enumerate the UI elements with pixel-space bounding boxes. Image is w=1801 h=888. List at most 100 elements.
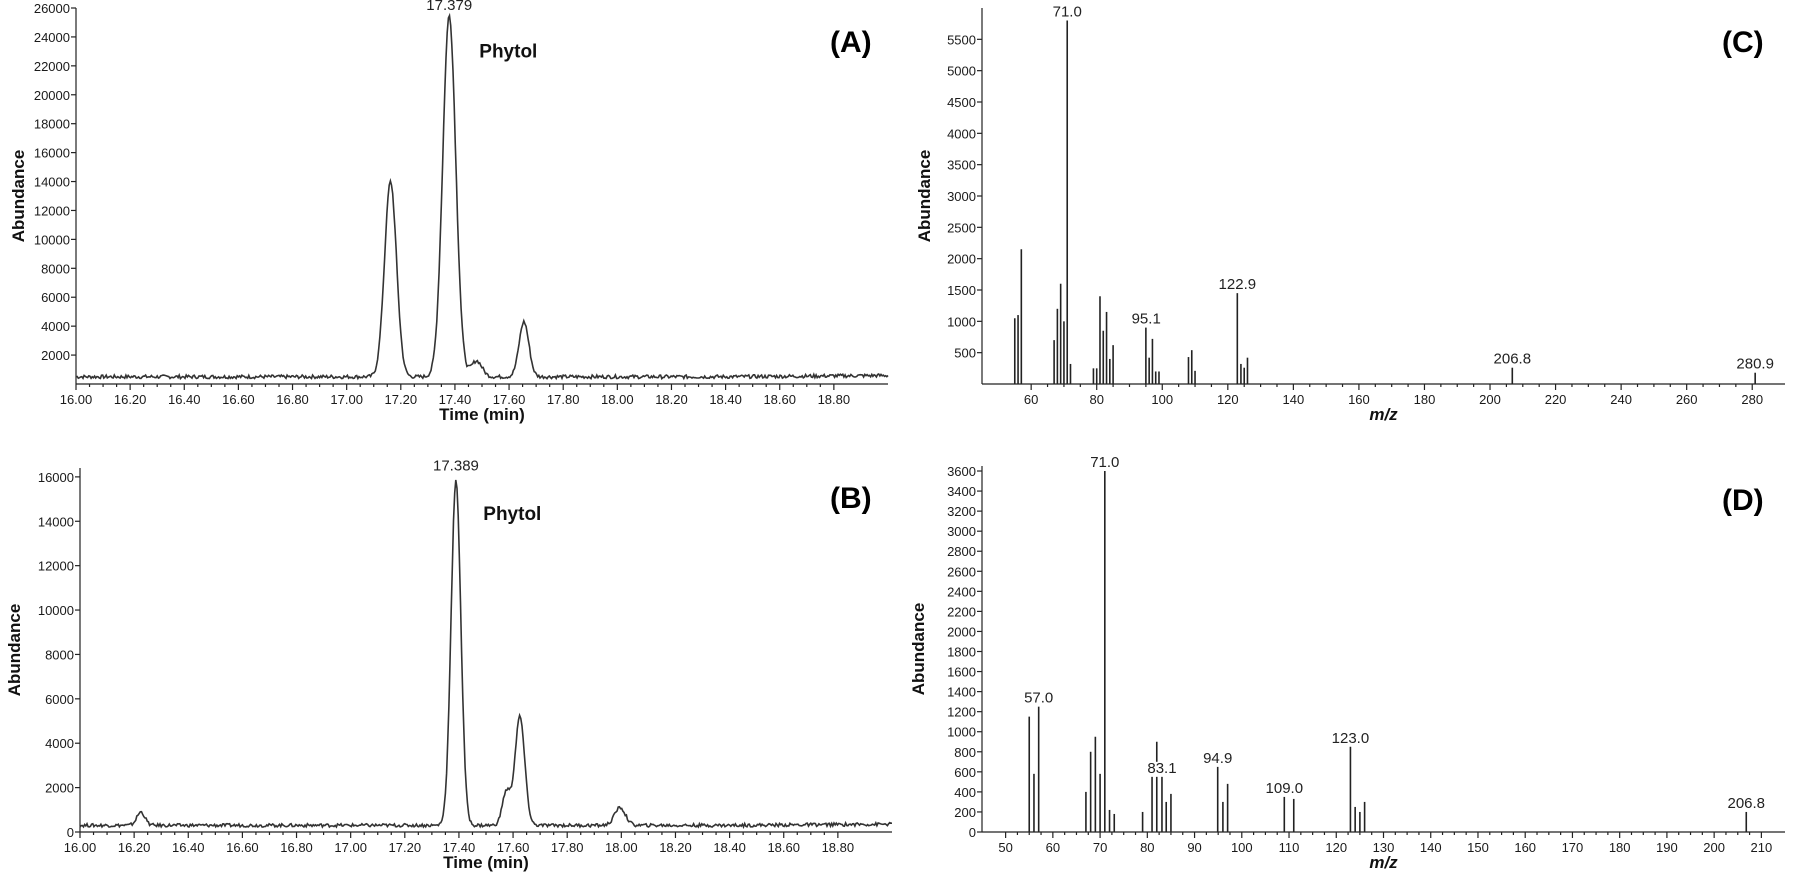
panel-d: 50 60 70 80 90 100 110 120 130 140 150 160 170 180 190… — [909, 454, 1785, 872]
x-tick-label: 200 — [1479, 392, 1501, 407]
peak-label: 206.8 — [1494, 351, 1532, 368]
x-tick-label: 90 — [1187, 840, 1201, 855]
x-tick-label: 280 — [1741, 392, 1763, 407]
x-tick-label: 18.20 — [655, 392, 688, 407]
y-tick-label: 10000 — [38, 603, 74, 618]
y-tick-label: 16000 — [38, 470, 74, 485]
x-tick-label: 18.00 — [601, 392, 634, 407]
y-axis-title: Abundance — [915, 150, 934, 243]
x-tick-label: 18.40 — [713, 840, 746, 855]
y-tick-label: 2200 — [947, 604, 976, 619]
panel-c: 60 80 100 120 140 160 180 200 220 240 260 280 500 100… — [915, 4, 1785, 424]
peak-label: 83.1 — [1147, 760, 1176, 777]
y-tick-label: 2000 — [947, 624, 976, 639]
y-tick-label: 800 — [954, 745, 976, 760]
y-tick-label: 4000 — [41, 319, 70, 334]
peak-label: 206.8 — [1727, 795, 1765, 812]
y-tick-label: 200 — [954, 805, 976, 820]
x-axis-title: Time (min) — [439, 405, 525, 424]
x-tick-label: 220 — [1545, 392, 1567, 407]
x-tick-label: 16.60 — [222, 392, 255, 407]
y-tick-label: 16000 — [34, 146, 70, 161]
y-axis-title: Abundance — [9, 150, 28, 243]
x-tick-label: 18.60 — [763, 392, 796, 407]
y-tick-label: 4000 — [45, 736, 74, 751]
y-tick-label: 1800 — [947, 645, 976, 660]
y-tick-label: 3000 — [947, 524, 976, 539]
peak-label: 17.389 — [433, 458, 479, 475]
x-tick-label: 16.80 — [276, 392, 309, 407]
y-tick-label: 2400 — [947, 584, 976, 599]
panel-label: (B) — [830, 482, 872, 515]
x-tick-label: 17.20 — [389, 840, 422, 855]
compound-label: Phytol — [483, 504, 541, 525]
y-tick-label: 6000 — [41, 290, 70, 305]
x-tick-label: 18.80 — [818, 392, 851, 407]
x-tick-label: 60 — [1046, 840, 1060, 855]
x-tick-label: 200 — [1703, 840, 1725, 855]
x-tick-label: 180 — [1609, 840, 1631, 855]
peak-label: 123.0 — [1332, 730, 1370, 747]
x-tick-label: 100 — [1151, 392, 1173, 407]
x-axis-title: m/z — [1369, 853, 1398, 872]
x-tick-label: 17.40 — [443, 840, 476, 855]
x-tick-label: 160 — [1514, 840, 1536, 855]
peak-label: 71.0 — [1090, 454, 1119, 471]
x-tick-label: 70 — [1093, 840, 1107, 855]
y-tick-label: 3200 — [947, 504, 976, 519]
x-tick-label: 100 — [1231, 840, 1253, 855]
y-axis-title: Abundance — [5, 604, 24, 697]
peak-label: 109.0 — [1266, 780, 1304, 797]
x-tick-label: 50 — [998, 840, 1012, 855]
y-tick-label: 3600 — [947, 464, 976, 479]
x-tick-label: 18.00 — [605, 840, 638, 855]
x-tick-label: 60 — [1024, 392, 1038, 407]
x-tick-label: 17.80 — [547, 392, 580, 407]
x-tick-label: 190 — [1656, 840, 1678, 855]
y-tick-label: 1400 — [947, 685, 976, 700]
y-tick-label: 3500 — [947, 158, 976, 173]
x-tick-label: 16.60 — [226, 840, 259, 855]
x-tick-label: 18.60 — [767, 840, 800, 855]
y-tick-label: 1000 — [947, 314, 976, 329]
y-tick-label: 1000 — [947, 725, 976, 740]
x-tick-label: 16.00 — [60, 392, 93, 407]
y-tick-label: 0 — [67, 825, 74, 840]
peak-label: 280.9 — [1736, 356, 1774, 373]
x-tick-label: 80 — [1089, 392, 1103, 407]
x-tick-label: 17.60 — [497, 840, 530, 855]
x-tick-label: 130 — [1373, 840, 1395, 855]
x-tick-label: 16.00 — [64, 840, 97, 855]
peak-label: 57.0 — [1024, 690, 1053, 707]
peak-label: 122.9 — [1219, 276, 1257, 293]
panel-a: 16.00 16.20 16.40 16.60 16.80 17.00 17.20 17.40… — [9, 0, 889, 424]
y-tick-label: 26000 — [34, 1, 70, 16]
x-tick-label: 170 — [1562, 840, 1584, 855]
y-tick-label: 500 — [954, 346, 976, 361]
x-tick-label: 16.80 — [280, 840, 313, 855]
y-tick-label: 14000 — [34, 175, 70, 190]
x-tick-label: 18.20 — [659, 840, 692, 855]
x-tick-label: 16.20 — [118, 840, 151, 855]
x-tick-label: 16.40 — [172, 840, 205, 855]
x-tick-label: 16.40 — [168, 392, 201, 407]
y-tick-label: 12000 — [38, 559, 74, 574]
y-tick-label: 12000 — [34, 203, 70, 218]
y-tick-label: 14000 — [38, 514, 74, 529]
y-tick-label: 2000 — [45, 781, 74, 796]
panel-label: (C) — [1722, 26, 1764, 59]
y-tick-label: 2800 — [947, 544, 976, 559]
x-tick-label: 17.60 — [493, 392, 526, 407]
x-tick-label: 240 — [1610, 392, 1632, 407]
x-tick-label: 260 — [1676, 392, 1698, 407]
y-tick-label: 1500 — [947, 283, 976, 298]
x-tick-label: 17.20 — [385, 392, 418, 407]
x-tick-label: 18.40 — [709, 392, 742, 407]
x-tick-label: 150 — [1467, 840, 1489, 855]
x-tick-label: 18.80 — [822, 840, 855, 855]
y-tick-label: 24000 — [34, 30, 70, 45]
x-tick-label: 17.80 — [551, 840, 584, 855]
x-tick-label: 80 — [1140, 840, 1154, 855]
x-tick-label: 140 — [1283, 392, 1305, 407]
